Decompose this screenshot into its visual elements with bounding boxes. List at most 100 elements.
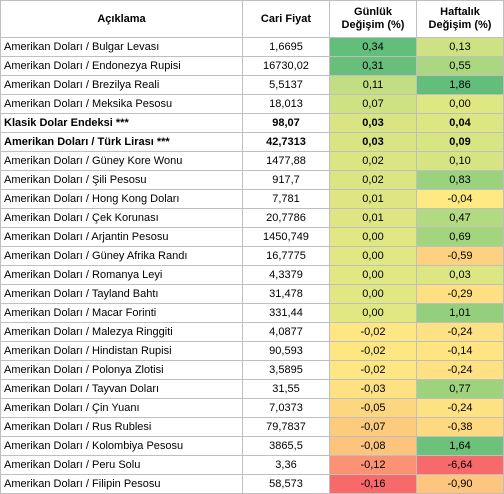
table-row: Amerikan Doları / Brezilya Reali 5,5137 0,…: [0, 75, 504, 95]
cell-price: 917,7: [242, 170, 330, 190]
cell-price: 16,7775: [242, 246, 330, 266]
cell-weekly-change: -0,38: [416, 417, 504, 437]
cell-price: 18,013: [242, 94, 330, 114]
cell-weekly-change: 0,04: [416, 113, 504, 133]
header-weekly-change: Haftalık Değişim (%): [416, 0, 504, 38]
cell-price: 79,7837: [242, 417, 330, 437]
cell-daily-change: -0,02: [329, 322, 417, 342]
cell-name: Amerikan Doları / Romanya Leyi: [0, 265, 243, 285]
table-row: Amerikan Doları / Hindistan Rupisi 90,593…: [0, 341, 504, 361]
cell-name: Amerikan Doları / Macar Forinti: [0, 303, 243, 323]
cell-daily-change: -0,05: [329, 398, 417, 418]
table-body: Amerikan Doları / Bulgar Levası 1,6695 0,3…: [0, 37, 504, 494]
table-row: Amerikan Doları / Çin Yuanı 7,0373 -0,05 -0…: [0, 398, 504, 418]
cell-weekly-change: -0,24: [416, 398, 504, 418]
cell-daily-change: -0,16: [329, 474, 417, 494]
table-row: Klasik Dolar Endeksi *** 98,07 0,03 0,04: [0, 113, 504, 133]
cell-daily-change: 0,00: [329, 303, 417, 323]
cell-name: Amerikan Doları / Endonezya Rupisi: [0, 56, 243, 76]
table-row: Amerikan Doları / Bulgar Levası 1,6695 0,3…: [0, 37, 504, 57]
cell-daily-change: 0,02: [329, 151, 417, 171]
cell-price: 7,0373: [242, 398, 330, 418]
cell-price: 4,3379: [242, 265, 330, 285]
cell-price: 31,55: [242, 379, 330, 399]
cell-price: 20,7786: [242, 208, 330, 228]
table-row: Amerikan Doları / Macar Forinti 331,44 0,0…: [0, 303, 504, 323]
cell-name: Klasik Dolar Endeksi ***: [0, 113, 243, 133]
cell-price: 1450,749: [242, 227, 330, 247]
cell-weekly-change: -0,14: [416, 341, 504, 361]
header-weekly-line2: Değişim (%): [428, 19, 492, 31]
cell-daily-change: 0,00: [329, 284, 417, 304]
cell-weekly-change: 0,55: [416, 56, 504, 76]
table-row: Amerikan Doları / Tayland Bahtı 31,478 0,0…: [0, 284, 504, 304]
table-row: Amerikan Doları / Hong Kong Doları 7,781 0…: [0, 189, 504, 209]
cell-weekly-change: 0,13: [416, 37, 504, 57]
cell-daily-change: 0,00: [329, 246, 417, 266]
table-row: Amerikan Doları / Polonya Zlotisi 3,5895-…: [0, 360, 504, 380]
table-row: Amerikan Doları / Tayvan Doları 31,55 -0,0…: [0, 379, 504, 399]
cell-daily-change: -0,08: [329, 436, 417, 456]
table-row: Amerikan Doları / Türk Lirası *** 42,7313…: [0, 132, 504, 152]
cell-name: Amerikan Doları / Çin Yuanı: [0, 398, 243, 418]
cell-weekly-change: 0,83: [416, 170, 504, 190]
cell-name: Amerikan Doları / Arjantin Pesosu: [0, 227, 243, 247]
cell-name: Amerikan Doları / Tayland Bahtı: [0, 284, 243, 304]
cell-price: 4,0877: [242, 322, 330, 342]
cell-weekly-change: -0,90: [416, 474, 504, 494]
cell-weekly-change: 0,00: [416, 94, 504, 114]
cell-name: Amerikan Doları / Güney Kore Wonu: [0, 151, 243, 171]
table-row: Amerikan Doları / Romanya Leyi 4,3379 0,00…: [0, 265, 504, 285]
cell-weekly-change: 0,77: [416, 379, 504, 399]
cell-name: Amerikan Doları / Hong Kong Doları: [0, 189, 243, 209]
cell-daily-change: 0,00: [329, 227, 417, 247]
table-row: Amerikan Doları / Çek Korunası 20,7786 0,0…: [0, 208, 504, 228]
header-description: Açıklama: [0, 0, 243, 38]
cell-name: Amerikan Doları / Brezilya Reali: [0, 75, 243, 95]
table-row: Amerikan Doları / Şili Pesosu 917,7 0,02 0,…: [0, 170, 504, 190]
cell-name: Amerikan Doları / Kolombiya Pesosu: [0, 436, 243, 456]
cell-name: Amerikan Doları / Çek Korunası: [0, 208, 243, 228]
cell-price: 31,478: [242, 284, 330, 304]
cell-daily-change: 0,02: [329, 170, 417, 190]
cell-weekly-change: 0,69: [416, 227, 504, 247]
cell-name: Amerikan Doları / Tayvan Doları: [0, 379, 243, 399]
cell-weekly-change: 1,01: [416, 303, 504, 323]
cell-name: Amerikan Doları / Rus Rublesi: [0, 417, 243, 437]
header-daily-change: Günlük Değişim (%): [329, 0, 417, 38]
table-row: Amerikan Doları / Kolombiya Pesosu 3865,5…: [0, 436, 504, 456]
table-row: Amerikan Doları / Meksika Pesosu 18,013 0,…: [0, 94, 504, 114]
cell-price: 5,5137: [242, 75, 330, 95]
cell-daily-change: 0,01: [329, 208, 417, 228]
cell-daily-change: 0,01: [329, 189, 417, 209]
cell-weekly-change: -0,04: [416, 189, 504, 209]
cell-name: Amerikan Doları / Şili Pesosu: [0, 170, 243, 190]
table-row: Amerikan Doları / Endonezya Rupisi 16730,…: [0, 56, 504, 76]
cell-weekly-change: 0,10: [416, 151, 504, 171]
table-row: Amerikan Doları / Malezya Ringgiti 4,0877…: [0, 322, 504, 342]
header-weekly-line1: Haftalık: [440, 6, 480, 18]
cell-name: Amerikan Doları / Hindistan Rupisi: [0, 341, 243, 361]
cell-weekly-change: 0,47: [416, 208, 504, 228]
table-row: Amerikan Doları / Filipin Pesosu 58,573 -0…: [0, 474, 504, 494]
cell-daily-change: 0,00: [329, 265, 417, 285]
cell-price: 331,44: [242, 303, 330, 323]
table-row: Amerikan Doları / Arjantin Pesosu 1450,74…: [0, 227, 504, 247]
cell-price: 58,573: [242, 474, 330, 494]
cell-price: 3,5895: [242, 360, 330, 380]
cell-daily-change: -0,07: [329, 417, 417, 437]
header-daily-line2: Değişim (%): [341, 19, 405, 31]
cell-price: 1,6695: [242, 37, 330, 57]
cell-price: 98,07: [242, 113, 330, 133]
table-row: Amerikan Doları / Güney Afrika Randı 16,7…: [0, 246, 504, 266]
header-daily-line1: Günlük: [354, 6, 392, 18]
cell-price: 7,781: [242, 189, 330, 209]
table-row: Amerikan Doları / Güney Kore Wonu 1477,88…: [0, 151, 504, 171]
cell-daily-change: 0,34: [329, 37, 417, 57]
cell-daily-change: 0,11: [329, 75, 417, 95]
cell-weekly-change: 1,64: [416, 436, 504, 456]
cell-name: Amerikan Doları / Filipin Pesosu: [0, 474, 243, 494]
table-row: Amerikan Doları / Rus Rublesi 79,7837 -0,0…: [0, 417, 504, 437]
cell-weekly-change: -0,29: [416, 284, 504, 304]
cell-price: 3865,5: [242, 436, 330, 456]
